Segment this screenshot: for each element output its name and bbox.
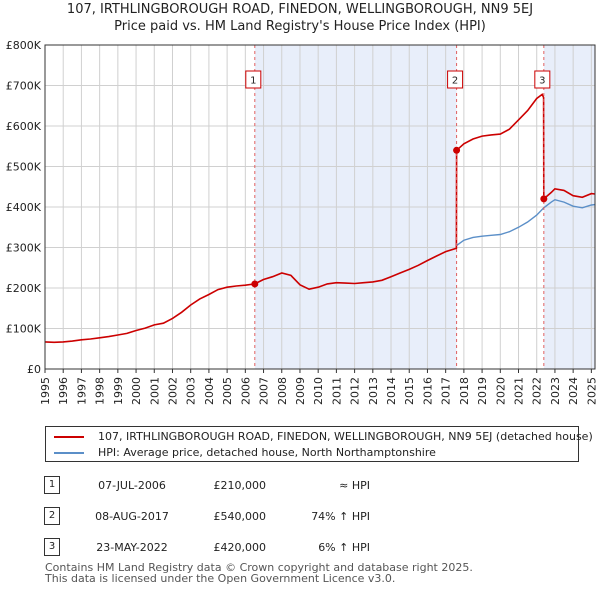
legend: 107, IRTHLINGBOROUGH ROAD, FINEDON, WELL… <box>45 426 593 462</box>
x-tick-label: 2000 <box>130 377 143 405</box>
transaction-date: 08-AUG-2017 <box>95 510 169 523</box>
x-tick-label: 2008 <box>276 377 289 405</box>
y-tick-label: £800K <box>6 39 42 52</box>
x-tick-label: 1998 <box>94 377 107 405</box>
plot-border <box>44 44 596 370</box>
y-tick-label: £700K <box>6 80 42 93</box>
chart-subtitle: Price paid vs. HM Land Registry's House … <box>114 19 486 34</box>
series-line-hpi <box>456 198 596 247</box>
x-tick-label: 2022 <box>531 377 544 405</box>
x-tick-label: 2021 <box>513 377 526 405</box>
x-tick-label: 2016 <box>421 377 434 405</box>
sale-label-box <box>447 70 464 89</box>
x-tick-label: 2015 <box>403 377 416 405</box>
x-tick-label: 2025 <box>585 377 598 405</box>
x-tick-label: 1995 <box>39 377 52 405</box>
y-tick-label: £500K <box>6 161 42 174</box>
transaction-hpi-relation: ≈ HPI <box>339 479 370 492</box>
x-tick-label: 2002 <box>166 377 179 405</box>
sale-label: 2 <box>452 76 458 87</box>
x-tick-label: 2005 <box>221 377 234 405</box>
sale-label-box <box>245 70 262 89</box>
transaction-number: 2 <box>44 507 60 525</box>
sale-label: 3 <box>539 76 545 87</box>
legend-swatch-property <box>54 436 84 438</box>
transaction-hpi-relation: 6% ↑ HPI <box>318 541 370 554</box>
transaction-hpi-relation: 74% ↑ HPI <box>311 510 370 523</box>
sale-label-box <box>534 70 551 89</box>
legend-label-hpi: HPI: Average price, detached house, Nort… <box>98 446 436 459</box>
y-tick-label: £400K <box>6 201 42 214</box>
y-tick-label: £0 <box>27 363 41 376</box>
transaction-price: £540,000 <box>213 510 267 523</box>
x-tick-label: 2003 <box>185 377 198 405</box>
y-tick-label: £200K <box>6 282 42 295</box>
x-tick-label: 1997 <box>75 377 88 405</box>
chart-title: 107, IRTHLINGBOROUGH ROAD, FINEDON, WELL… <box>66 2 534 17</box>
x-tick-label: 2012 <box>349 377 362 405</box>
transaction-price: £210,000 <box>213 479 267 492</box>
transaction-price: £420,000 <box>213 541 267 554</box>
y-tick-label: £100K <box>6 323 42 336</box>
x-tick-label: 2001 <box>148 377 161 405</box>
legend-swatch-hpi <box>54 452 84 454</box>
footer-licence: This data is licensed under the Open Gov… <box>45 572 396 585</box>
x-tick-label: 2023 <box>549 377 562 405</box>
y-tick-label: £300K <box>6 242 42 255</box>
price-chart: £0 £100K £200K £300K £400K £500K £600K £700K £80… <box>6 39 599 405</box>
x-tick-label: 2013 <box>367 377 380 405</box>
transaction-number: 3 <box>44 538 60 556</box>
transaction-date: 23-MAY-2022 <box>96 541 168 554</box>
sale-point <box>453 146 461 154</box>
transaction-row: 2 08-AUG-2017 £540,000 74% ↑ HPI <box>0 507 600 529</box>
legend-label-property: 107, IRTHLINGBOROUGH ROAD, FINEDON, WELL… <box>98 430 593 443</box>
x-tick-label: 2019 <box>476 377 489 405</box>
x-tick-label: 2011 <box>330 377 343 405</box>
series-line-property <box>44 93 596 344</box>
x-tick-label: 2007 <box>258 377 271 405</box>
x-tick-label: 2010 <box>312 377 325 405</box>
sale-point <box>251 280 259 288</box>
x-tick-label: 2018 <box>458 377 471 405</box>
x-tick-label: 1996 <box>57 377 70 405</box>
x-tick-label: 1999 <box>112 377 125 405</box>
sale-label: 1 <box>250 76 256 87</box>
x-tick-label: 2009 <box>294 377 307 405</box>
x-tick-label: 2024 <box>567 377 580 405</box>
transaction-number: 1 <box>44 476 60 494</box>
x-tick-label: 2006 <box>239 377 252 405</box>
transaction-row: 1 07-JUL-2006 £210,000 ≈ HPI <box>0 476 600 498</box>
x-tick-label: 2017 <box>440 377 453 405</box>
x-tick-label: 2020 <box>494 377 507 405</box>
y-tick-label: £600K <box>6 120 42 133</box>
footer-copyright: Contains HM Land Registry data © Crown c… <box>45 561 473 574</box>
transaction-date: 07-JUL-2006 <box>98 479 166 492</box>
x-tick-label: 2004 <box>203 377 216 405</box>
sale-point <box>540 195 548 203</box>
x-tick-label: 2014 <box>385 377 398 405</box>
transaction-row: 3 23-MAY-2022 £420,000 6% ↑ HPI <box>0 538 600 560</box>
